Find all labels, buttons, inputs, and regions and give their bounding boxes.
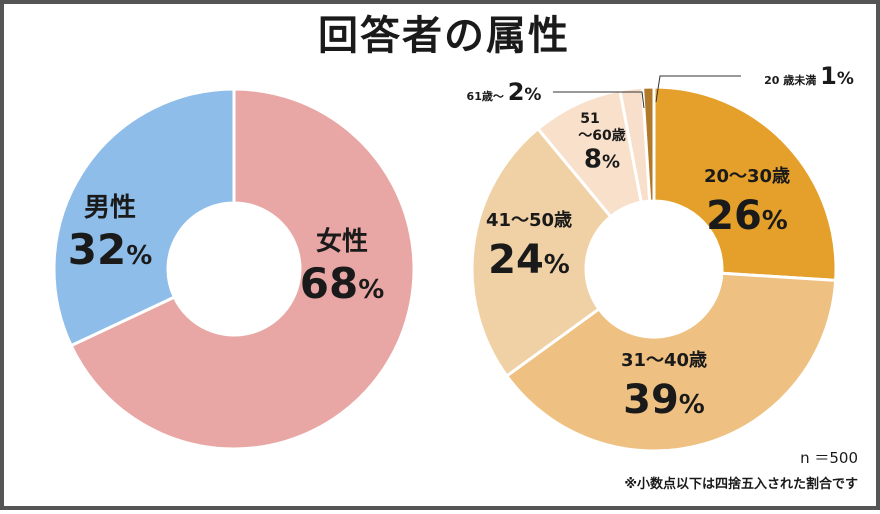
donut-2-label-5-leader bbox=[655, 75, 741, 103]
donut-1-slice-0 bbox=[69, 87, 416, 451]
rounding-note: ※小数点以下は四捨五入された割合です bbox=[624, 477, 858, 492]
donut-2-label-5-name: 20 歳未満 bbox=[764, 73, 820, 87]
donut-1-label-1-name: 男性 bbox=[84, 193, 136, 223]
donut-1-label-0-name: 女性 bbox=[316, 226, 368, 257]
donut-2-label-3-value: 8% bbox=[584, 145, 620, 175]
donut-2-label-2-value: 24% bbox=[488, 237, 570, 283]
donut-1-label-1-value: 32% bbox=[68, 225, 153, 274]
donut-2-label-4-percent: % bbox=[524, 85, 541, 105]
donut-2-label-5-value: 1 bbox=[820, 62, 837, 90]
donut-1-label-0-value: 68% bbox=[300, 259, 385, 308]
donut-2-slice-5 bbox=[640, 85, 656, 203]
donut-2-label-4-name: 61歳～ bbox=[467, 89, 508, 103]
donut-2-slice-0 bbox=[652, 85, 838, 283]
donut-2-label-0-percent: % bbox=[762, 206, 788, 236]
donut-2-label-1-percent: % bbox=[679, 390, 705, 420]
donut-2-label-2-percent: % bbox=[544, 250, 570, 280]
donut-2-label-0-number: 26 bbox=[706, 193, 762, 239]
donut-2-label-0-name: 20～30歳 bbox=[704, 166, 790, 187]
donut-1-label-0-number: 68 bbox=[300, 259, 358, 308]
donut-2-slice-2 bbox=[470, 126, 613, 379]
donut-2-label-3-name-line2: ～60歳 bbox=[578, 127, 625, 144]
donut-2-label-5: 20 歳未満 1% bbox=[764, 62, 854, 90]
donut-1-label-1-percent: % bbox=[126, 241, 152, 271]
donut-1-slice-1 bbox=[52, 87, 236, 348]
donut-2-label-4-leader bbox=[553, 91, 645, 109]
donut-2-label-3-name-line1: 51 bbox=[580, 111, 599, 127]
donut-2-label-2-name: 41～50歳 bbox=[486, 210, 572, 231]
donut-1-label-0-percent: % bbox=[358, 275, 384, 305]
donut-2-label-3-percent: % bbox=[602, 152, 620, 173]
donut-2-label-2-number: 24 bbox=[488, 237, 544, 283]
donut-2-label-3-number: 8 bbox=[584, 145, 602, 175]
donut-2-label-4-value: 2 bbox=[508, 78, 525, 106]
chart-title: 回答者の属性 bbox=[318, 13, 570, 59]
donut-2-label-4: 61歳～ 2% bbox=[467, 78, 542, 106]
sample-size-note: n ＝500 bbox=[800, 449, 858, 467]
donut-2-label-1-name: 31～40歳 bbox=[621, 350, 707, 371]
donut-chart-2: 20～30歳26%31～40歳39%41～50歳24%51～60歳8%61歳～ … bbox=[467, 62, 854, 453]
donut-2-label-0-value: 26% bbox=[706, 193, 788, 239]
donut-1-label-1-number: 32 bbox=[68, 225, 126, 274]
donut-2-label-1-number: 39 bbox=[623, 377, 679, 423]
donut-2-label-1-value: 39% bbox=[623, 377, 705, 423]
donut-2-label-5-percent: % bbox=[837, 69, 854, 89]
